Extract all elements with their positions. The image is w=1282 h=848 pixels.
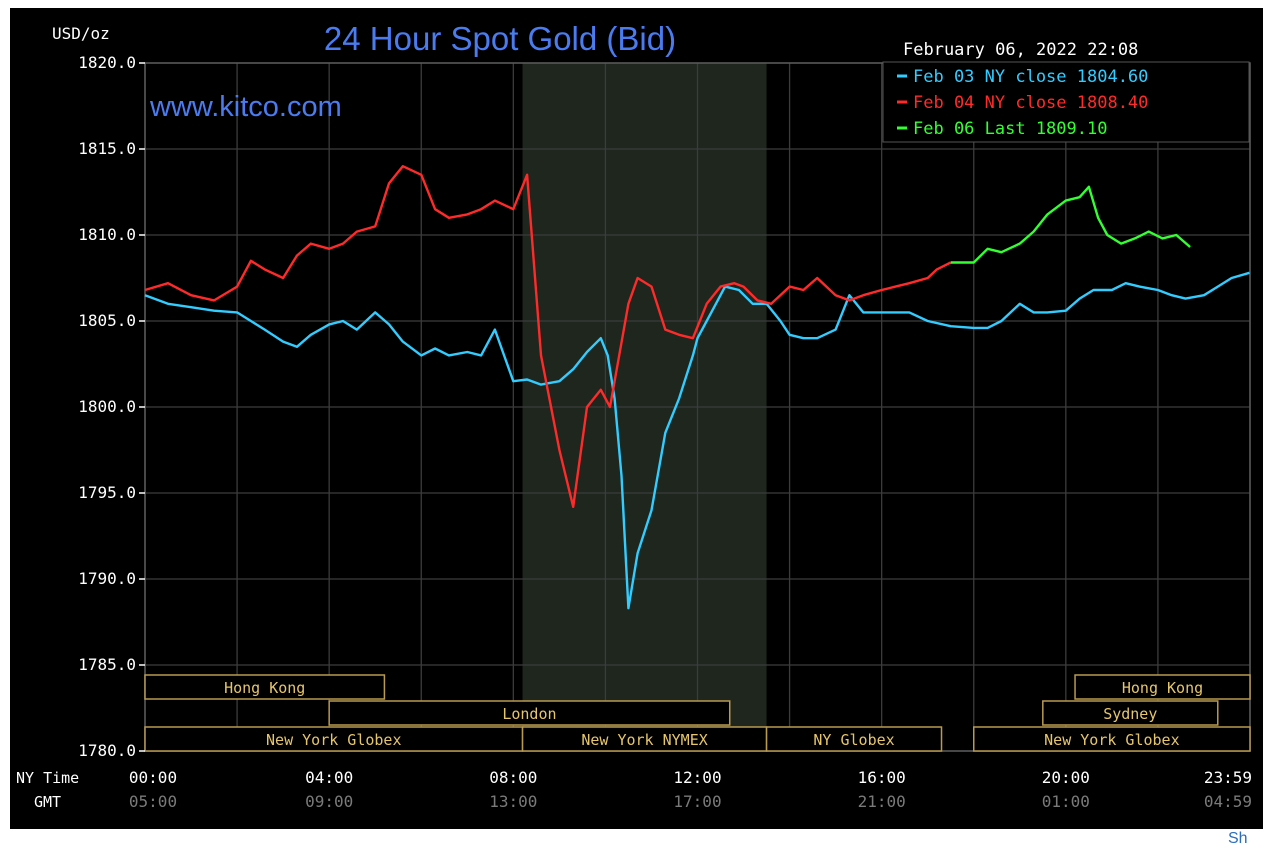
session-bar	[1042, 700, 1219, 726]
session-label: New York Globex	[1044, 731, 1179, 749]
session-label: NY Globex	[813, 731, 894, 749]
x-tick-label-gmt: 05:00	[129, 792, 177, 811]
series-line	[144, 164, 952, 508]
y-tick-label: 1790.0	[78, 569, 136, 588]
legend: Feb 03 NY close 1804.60 Feb 04 NY close 1…	[897, 67, 1148, 139]
x-tick-label-gmt: 09:00	[305, 792, 353, 811]
x-row-label-gmt: GMT	[34, 793, 61, 811]
y-tick-label: 1800.0	[78, 397, 136, 416]
x-tick-label-ny: 16:00	[858, 768, 906, 787]
y-tick-label: 1805.0	[78, 311, 136, 330]
session-bar	[765, 726, 943, 752]
session-bars: Hong Kong Hong Kong London Sydney New York G…	[144, 674, 1251, 752]
series-line	[950, 185, 1191, 264]
session-bar	[144, 674, 386, 700]
y-tick-label: 1810.0	[78, 225, 136, 244]
session-label: Hong Kong	[224, 679, 305, 697]
legend-box	[882, 61, 1250, 143]
x-tick-label-ny: 12:00	[673, 768, 721, 787]
x-tick-label-gmt: 13:00	[489, 792, 537, 811]
y-tick-label: 1820.0	[78, 53, 136, 72]
session-label: New York Globex	[266, 731, 401, 749]
series-line	[144, 271, 1250, 610]
y-tick-label: 1815.0	[78, 139, 136, 158]
x-tick-label-gmt: 04:59	[1204, 792, 1252, 811]
grid	[144, 62, 1251, 752]
y-tick-label: 1780.0	[78, 741, 136, 760]
session-bar	[1074, 674, 1251, 700]
session-label: Sydney	[1103, 705, 1157, 723]
session-label: London	[502, 705, 556, 723]
legend-entry: Feb 03 NY close 1804.60	[913, 67, 1148, 87]
chart-frame: Hong Kong Hong Kong London Sydney New York G…	[10, 8, 1263, 829]
session-label: New York NYMEX	[581, 731, 707, 749]
x-tick-label-ny: 04:00	[305, 768, 353, 787]
y-tick-label: 1785.0	[78, 655, 136, 674]
session-bar	[328, 700, 731, 726]
x-tick-label-ny: 23:59	[1204, 768, 1252, 787]
watermark: www.kitco.com	[149, 91, 342, 123]
x-tick-label-ny: 20:00	[1042, 768, 1090, 787]
timestamp: February 06, 2022 22:08	[903, 40, 1138, 60]
legend-entry: Feb 06 Last 1809.10	[913, 119, 1107, 139]
session-bar	[521, 726, 768, 752]
series-lines	[144, 164, 1250, 610]
y-axis: 1820.0 1815.0 1810.0 1805.0 1800.0 1795.0 1790…	[78, 53, 145, 760]
x-tick-label-gmt: 01:00	[1042, 792, 1090, 811]
x-axis: 00:00 05:00 04:00 09:00 08:00 13:00 12:00 17:00…	[129, 768, 1252, 811]
chart-title: 24 Hour Spot Gold (Bid)	[324, 20, 676, 57]
x-tick-label-gmt: 17:00	[673, 792, 721, 811]
x-row-label-ny: NY Time	[16, 769, 79, 787]
gold-price-chart: Hong Kong Hong Kong London Sydney New York G…	[16, 20, 1252, 811]
y-axis-label: USD/oz	[52, 24, 110, 43]
session-bar	[144, 726, 524, 752]
y-tick-label: 1795.0	[78, 483, 136, 502]
x-tick-label-ny: 00:00	[129, 768, 177, 787]
footer-corner-text: Sh	[1228, 830, 1248, 847]
x-tick-label-gmt: 21:00	[858, 792, 906, 811]
legend-entry: Feb 04 NY close 1808.40	[913, 93, 1148, 113]
session-label: Hong Kong	[1122, 679, 1203, 697]
session-bar	[973, 726, 1251, 752]
x-tick-label-ny: 08:00	[489, 768, 537, 787]
